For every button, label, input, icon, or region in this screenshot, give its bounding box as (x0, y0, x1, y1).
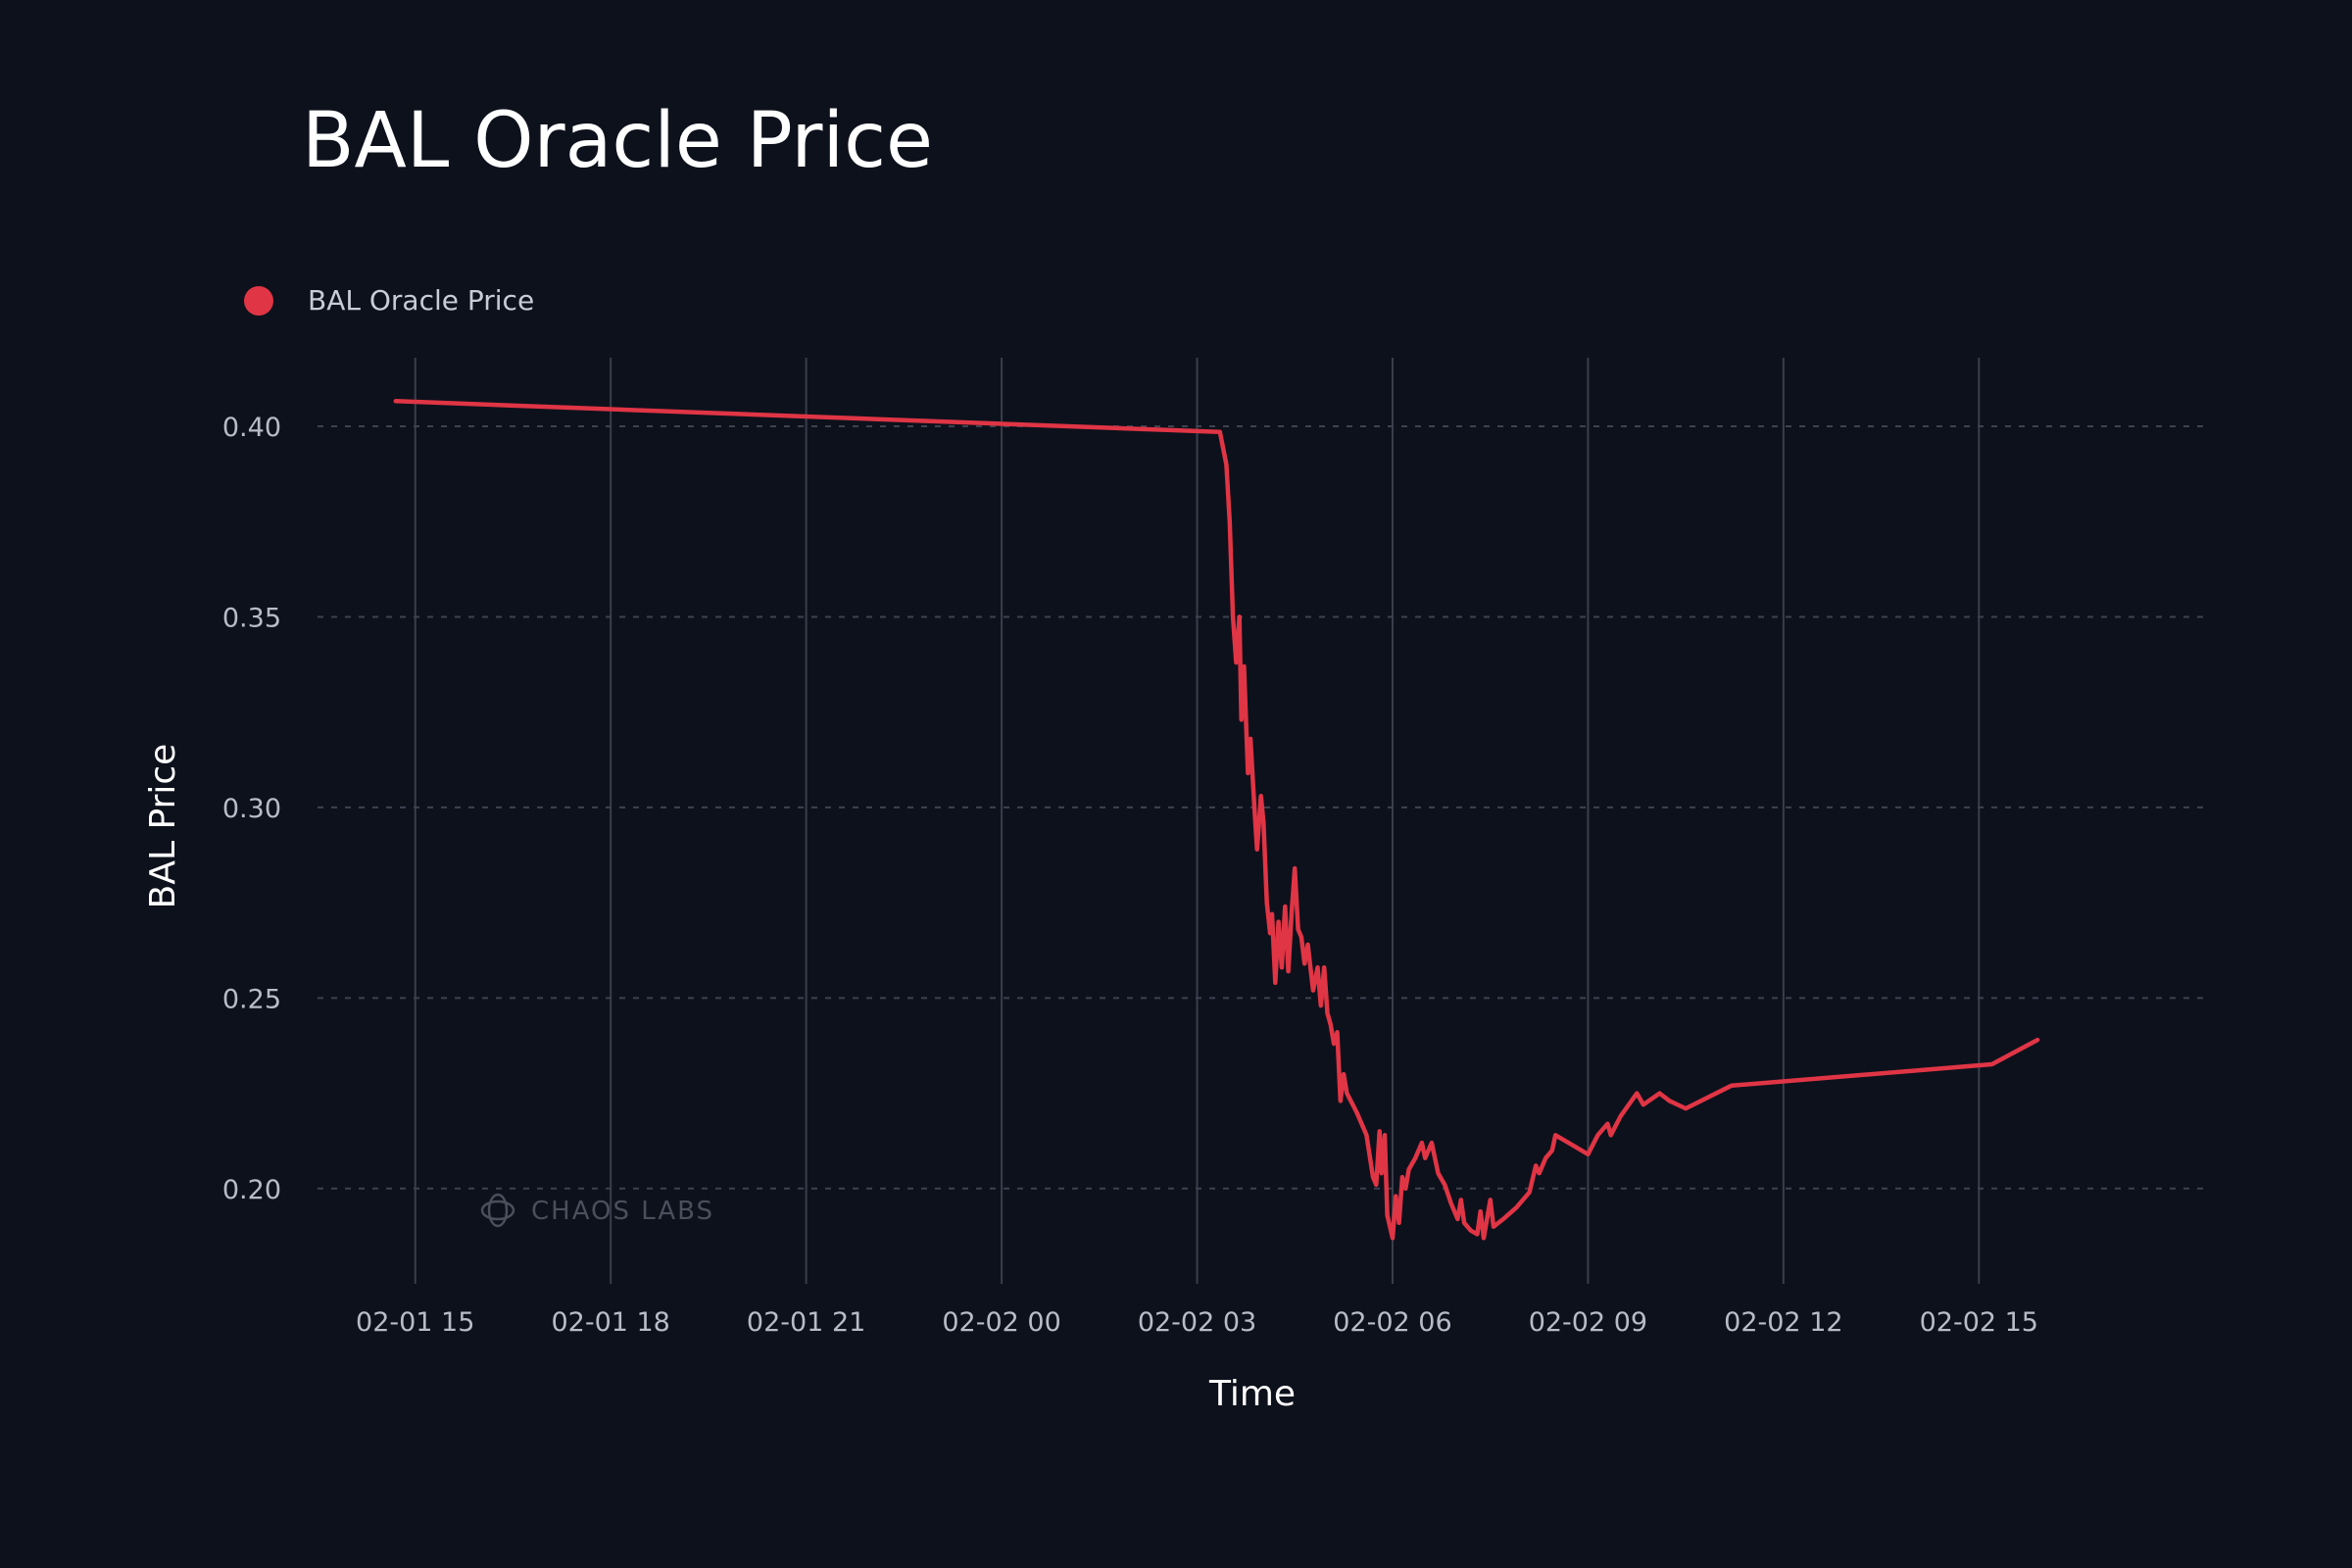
chaos-labs-logo-icon (480, 1200, 515, 1221)
x-tick-label: 02-02 00 (942, 1307, 1060, 1338)
y-tick-label: 0.40 (222, 413, 281, 443)
series-layer (393, 399, 2040, 1241)
y-tick-label: 0.35 (222, 603, 281, 633)
chart-title: BAL Oracle Price (302, 97, 933, 185)
x-axis-title: Time (1208, 1374, 1296, 1414)
series-line-bal-oracle-price (393, 399, 2040, 1241)
legend-label: BAL Oracle Price (308, 284, 534, 317)
chaos-labs-logo-icon-ring (487, 1193, 509, 1228)
grid (318, 358, 2207, 1284)
y-tick-label: 0.20 (222, 1175, 281, 1205)
chart-header: BAL Oracle Price (302, 97, 933, 185)
y-axis-ticks: 0.20 0.25 0.30 0.35 0.40 (222, 413, 281, 1205)
watermark: CHAOS LABS (480, 1193, 714, 1228)
x-tick-label: 02-02 06 (1333, 1307, 1451, 1338)
x-tick-label: 02-02 12 (1724, 1307, 1842, 1338)
x-tick-label: 02-02 03 (1138, 1307, 1256, 1338)
y-tick-label: 0.25 (222, 984, 281, 1014)
legend: BAL Oracle Price (244, 284, 534, 317)
x-tick-label: 02-02 09 (1529, 1307, 1647, 1338)
x-tick-label: 02-01 18 (551, 1307, 669, 1338)
y-tick-label: 0.30 (222, 794, 281, 824)
watermark-text: CHAOS LABS (531, 1197, 714, 1226)
x-tick-label: 02-01 21 (747, 1307, 865, 1338)
x-tick-label: 02-01 15 (356, 1307, 474, 1338)
y-axis-title: BAL Price (143, 744, 183, 909)
x-axis-ticks: 02-01 15 02-01 18 02-01 21 02-02 00 02-02 03… (356, 1307, 2038, 1338)
legend-swatch (244, 286, 273, 316)
x-tick-label: 02-02 15 (1920, 1307, 2038, 1338)
